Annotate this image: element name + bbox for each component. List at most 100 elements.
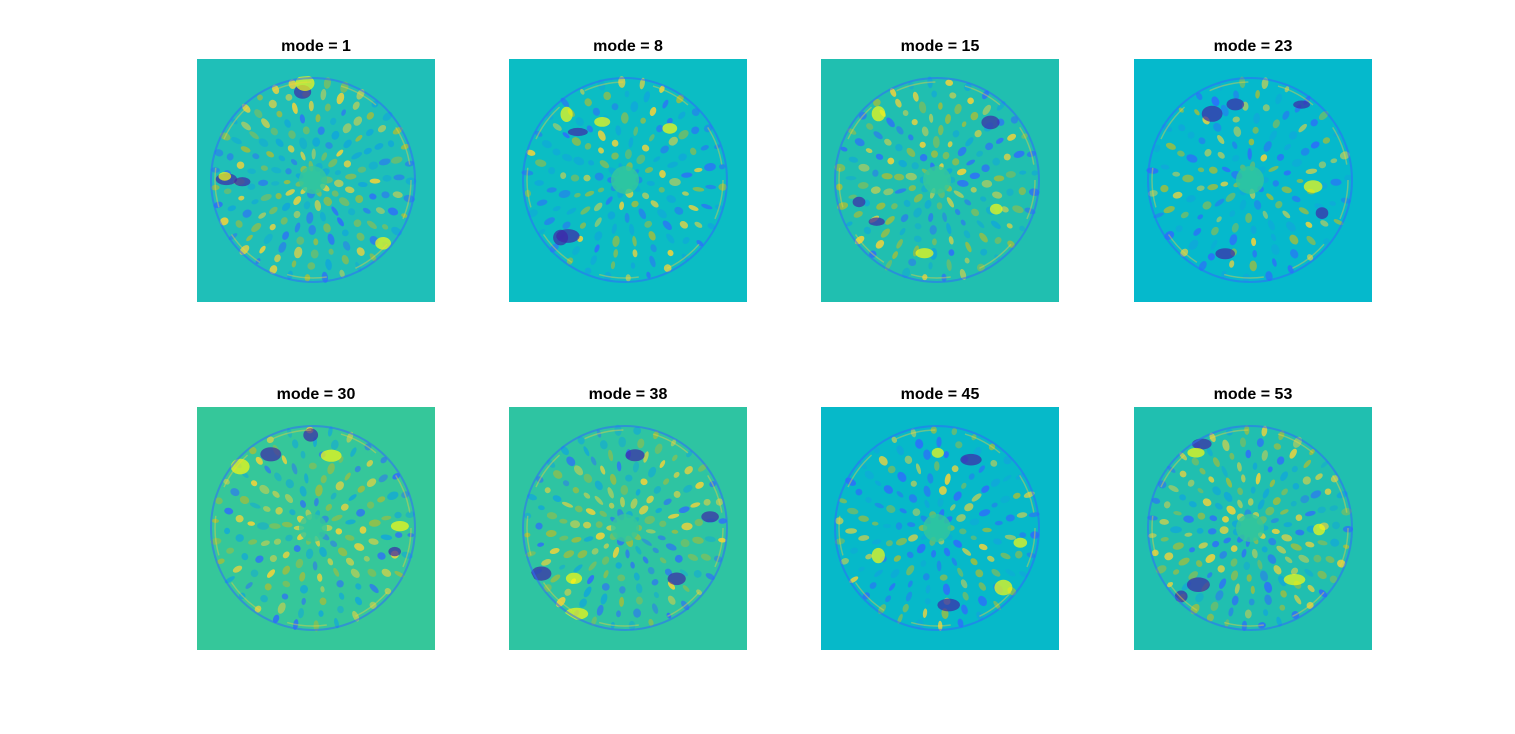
field-blob — [258, 179, 269, 187]
field-blob — [957, 618, 964, 628]
field-pattern — [211, 76, 417, 283]
field-blob — [354, 465, 361, 473]
field-blob — [320, 88, 327, 101]
field-blob — [682, 191, 689, 196]
field-blob — [656, 124, 664, 133]
field-blob — [232, 565, 243, 573]
field-blob — [946, 197, 955, 208]
field-feature — [560, 106, 573, 122]
field-blob — [588, 561, 597, 571]
field-blob — [236, 161, 245, 169]
field-blob — [302, 126, 310, 135]
field-blob — [368, 519, 381, 527]
field-blob — [691, 108, 700, 117]
field-blob — [355, 134, 363, 142]
field-blob — [401, 491, 410, 499]
field-blob — [1189, 547, 1195, 553]
field-blob — [1153, 212, 1164, 219]
field-blob — [873, 131, 883, 140]
field-blob — [1210, 601, 1219, 612]
field-blob — [696, 240, 704, 247]
field-blob — [231, 118, 238, 125]
field-blob — [1194, 109, 1200, 116]
field-blob — [559, 564, 566, 570]
field-blob — [298, 608, 304, 619]
field-blob — [335, 481, 344, 491]
field-blob — [573, 156, 585, 166]
field-blob — [854, 138, 865, 147]
field-blob — [1228, 607, 1234, 617]
field-feature — [230, 458, 250, 475]
field-blob — [364, 443, 372, 451]
field-blob — [660, 145, 669, 154]
field-blob — [369, 253, 377, 262]
field-blob — [607, 487, 614, 499]
field-blob — [603, 91, 612, 101]
field-blob — [583, 174, 591, 182]
field-blob — [1318, 161, 1327, 169]
mode-image — [821, 407, 1059, 650]
field-blob — [1253, 112, 1260, 124]
field-blob — [608, 502, 615, 509]
field-blob — [1255, 472, 1261, 485]
field-blob — [899, 508, 907, 514]
field-blob — [895, 98, 902, 108]
field-blob — [1217, 135, 1225, 144]
field-blob — [687, 553, 699, 561]
field-blob — [1236, 462, 1242, 472]
field-blob — [663, 478, 670, 485]
field-blob — [1186, 154, 1198, 163]
field-blob — [1315, 473, 1323, 481]
field-feature — [320, 449, 342, 462]
field-blob — [930, 426, 937, 434]
field-blob — [668, 136, 678, 146]
field-blob — [216, 558, 225, 565]
field-blob — [320, 475, 327, 484]
field-blob — [272, 614, 280, 624]
field-blob — [895, 537, 908, 546]
field-blob — [1151, 497, 1161, 504]
field-blob — [1267, 219, 1275, 231]
field-blob — [847, 128, 857, 135]
field-blob — [327, 463, 335, 475]
field-blob — [355, 583, 362, 590]
field-blob — [1278, 430, 1285, 441]
field-blob — [906, 147, 916, 157]
field-blob — [228, 233, 238, 241]
field-blob — [341, 109, 346, 116]
field-blob — [604, 271, 612, 282]
field-blob — [1290, 543, 1302, 551]
field-feature — [868, 217, 885, 226]
field-blob — [375, 207, 385, 214]
field-blob — [985, 142, 994, 151]
field-blob — [546, 459, 556, 468]
panel-mode-23: mode = 23 — [1134, 38, 1372, 302]
field-blob — [211, 167, 220, 173]
field-blob — [358, 181, 368, 188]
field-blob — [971, 493, 982, 502]
field-blob — [928, 113, 934, 123]
field-blob — [978, 595, 987, 607]
panel-mode-8: mode = 8 — [509, 38, 747, 302]
field-blob — [1284, 86, 1290, 93]
field-blob — [294, 246, 303, 259]
field-blob — [960, 579, 968, 589]
panel-mode-30: mode = 30 — [197, 386, 435, 650]
field-blob — [615, 125, 622, 136]
field-blob — [580, 206, 591, 215]
field-blob — [350, 568, 360, 578]
field-blob — [269, 523, 281, 529]
field-blob — [974, 129, 982, 138]
field-blob — [250, 480, 258, 487]
field-blob — [1276, 153, 1285, 161]
field-blob — [367, 501, 375, 509]
field-blob — [524, 532, 531, 538]
field-blob — [524, 512, 532, 519]
field-blob — [707, 223, 716, 230]
field-blob — [663, 264, 672, 273]
field-blob — [1307, 254, 1314, 261]
field-blob — [369, 193, 377, 200]
field-blob — [288, 79, 297, 89]
field-blob — [405, 511, 415, 518]
